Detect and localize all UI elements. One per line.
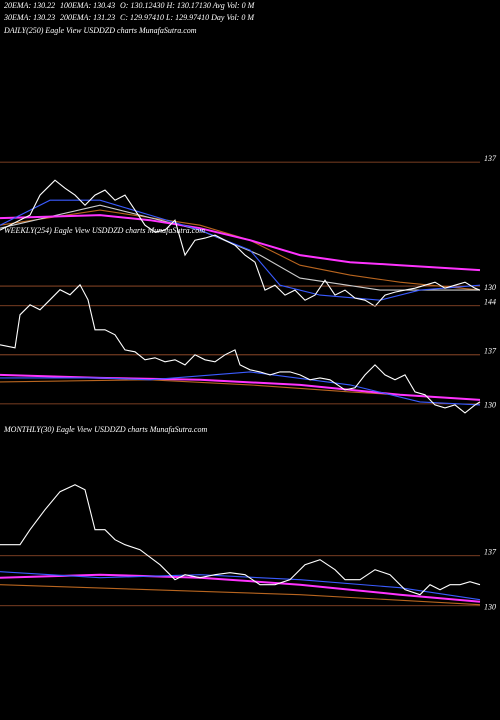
price-line bbox=[0, 573, 481, 603]
y-tick-label: 130 bbox=[484, 283, 496, 292]
price-line bbox=[0, 484, 481, 596]
price-line bbox=[0, 571, 481, 601]
price-line bbox=[0, 214, 481, 272]
price-line bbox=[0, 179, 481, 307]
price-line bbox=[0, 199, 481, 301]
price-line bbox=[0, 209, 481, 291]
price-line bbox=[0, 283, 481, 414]
header-text: O: 130.12430 H: 130.17130 Avg Vol: 0 M bbox=[120, 1, 256, 10]
header-text: 20EMA: 130.22 bbox=[4, 1, 55, 10]
price-line bbox=[0, 204, 480, 291]
y-tick-label: 130 bbox=[484, 401, 496, 410]
header-text: 200EMA: 131.23 bbox=[60, 13, 115, 22]
y-tick-label: 137 bbox=[484, 347, 497, 356]
panel-title: MONTHLY(30) Eagle View USDDZD charts Mun… bbox=[3, 425, 207, 434]
panel-title: WEEKLY(254) Eagle View USDDZD charts Mun… bbox=[4, 226, 205, 235]
y-tick-label: 137 bbox=[484, 548, 497, 557]
header-text: C: 129.97410 L: 129.97410 Day Vol: 0 M bbox=[120, 13, 255, 22]
price-line bbox=[0, 373, 481, 401]
panel-title: DAILY(250) Eagle View USDDZD charts Muna… bbox=[3, 26, 197, 35]
header-text: 30EMA: 130.23 bbox=[3, 13, 55, 22]
y-tick-label: 130 bbox=[484, 603, 496, 612]
header-text: 100EMA: 130.43 bbox=[60, 1, 115, 10]
price-line bbox=[0, 584, 481, 606]
price-line bbox=[0, 371, 481, 406]
y-tick-label: 137 bbox=[484, 154, 497, 163]
y-tick-label: 144 bbox=[484, 298, 496, 307]
